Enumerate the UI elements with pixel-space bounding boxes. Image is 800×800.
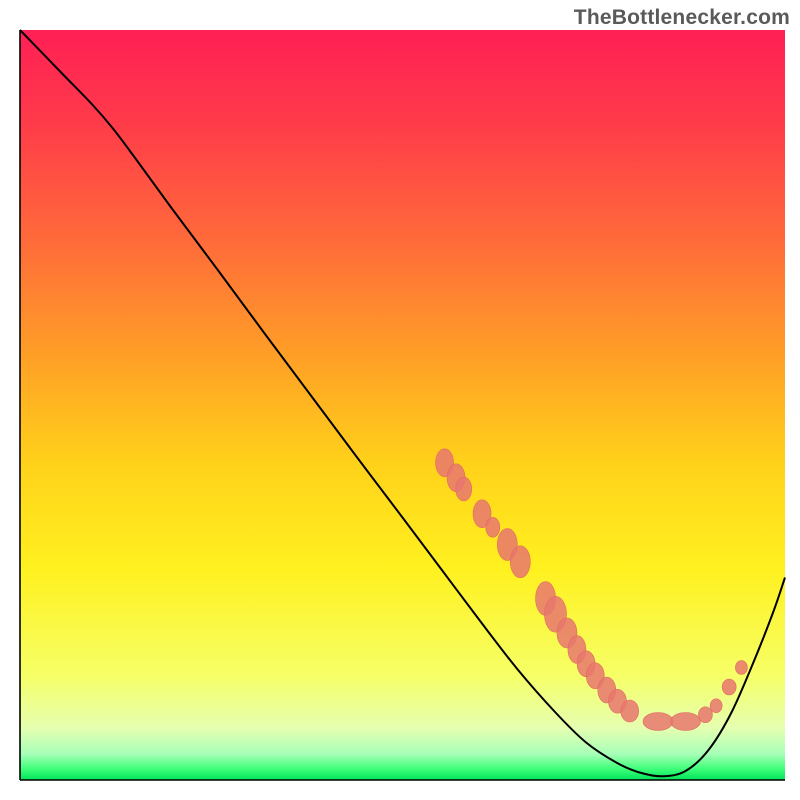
data-marker [643, 713, 673, 731]
data-marker [510, 546, 530, 578]
data-marker [456, 477, 472, 501]
data-marker [621, 700, 639, 722]
data-marker [486, 517, 500, 537]
data-marker [735, 661, 747, 675]
bottleneck-chart [0, 0, 800, 800]
data-marker [671, 713, 701, 731]
data-marker [722, 679, 736, 695]
gradient-background [20, 30, 785, 780]
data-marker [698, 707, 712, 723]
watermark-text: TheBottlenecker.com [574, 6, 790, 30]
data-marker [710, 699, 722, 713]
